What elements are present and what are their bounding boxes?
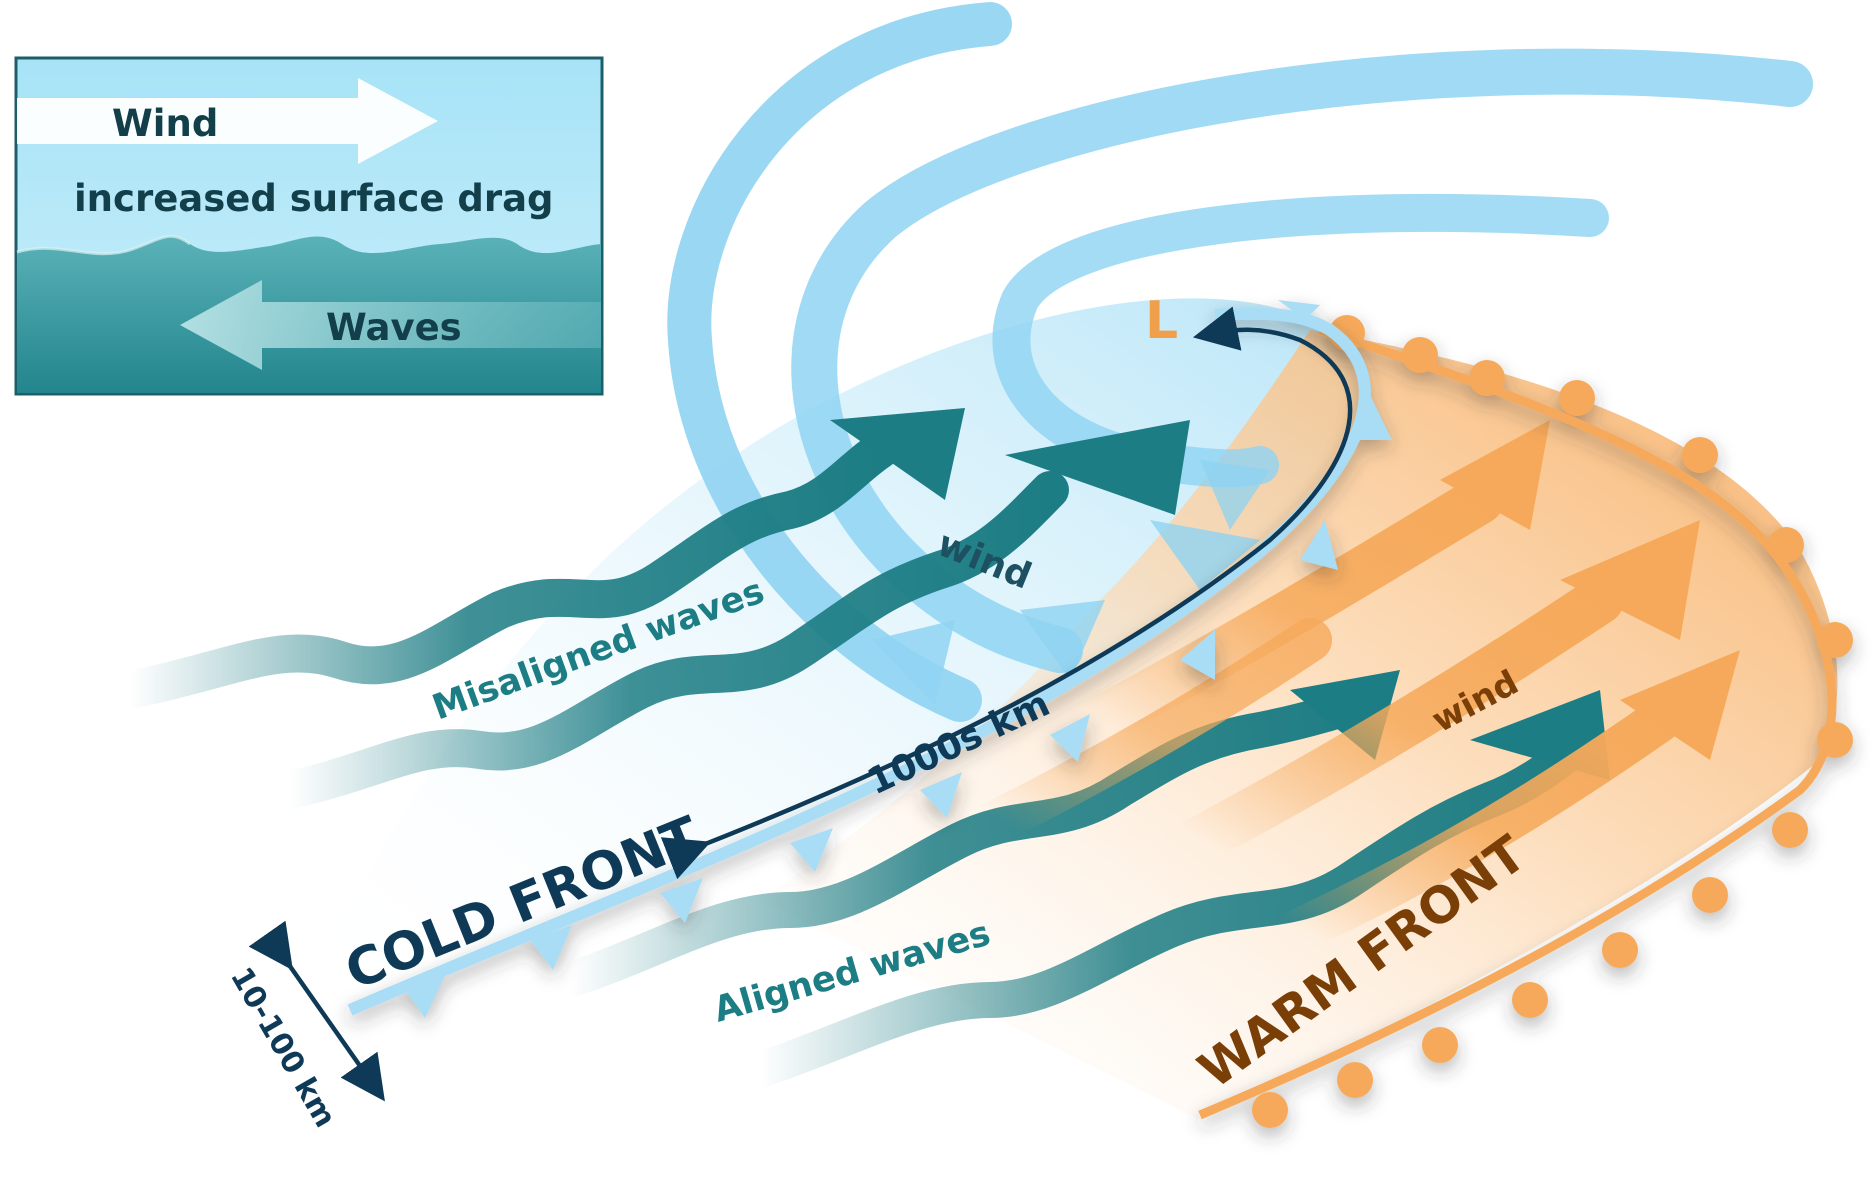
legend: Wind increased surface drag Waves	[14, 56, 604, 396]
legend-waves-arrow	[180, 280, 601, 370]
width-arrow	[248, 920, 385, 1102]
distance-arrow	[660, 306, 1353, 880]
legend-wind-label: Wind	[112, 102, 218, 145]
legend-drag-label: increased surface drag	[74, 177, 554, 220]
cold-front-line	[347, 307, 1371, 1016]
legend-wind-arrow	[17, 78, 438, 164]
warm-front	[1198, 315, 1853, 1128]
legend-waves-label: Waves	[326, 306, 462, 349]
warm-front-line	[1198, 325, 1837, 1120]
low-pressure-label: L	[1145, 291, 1178, 351]
